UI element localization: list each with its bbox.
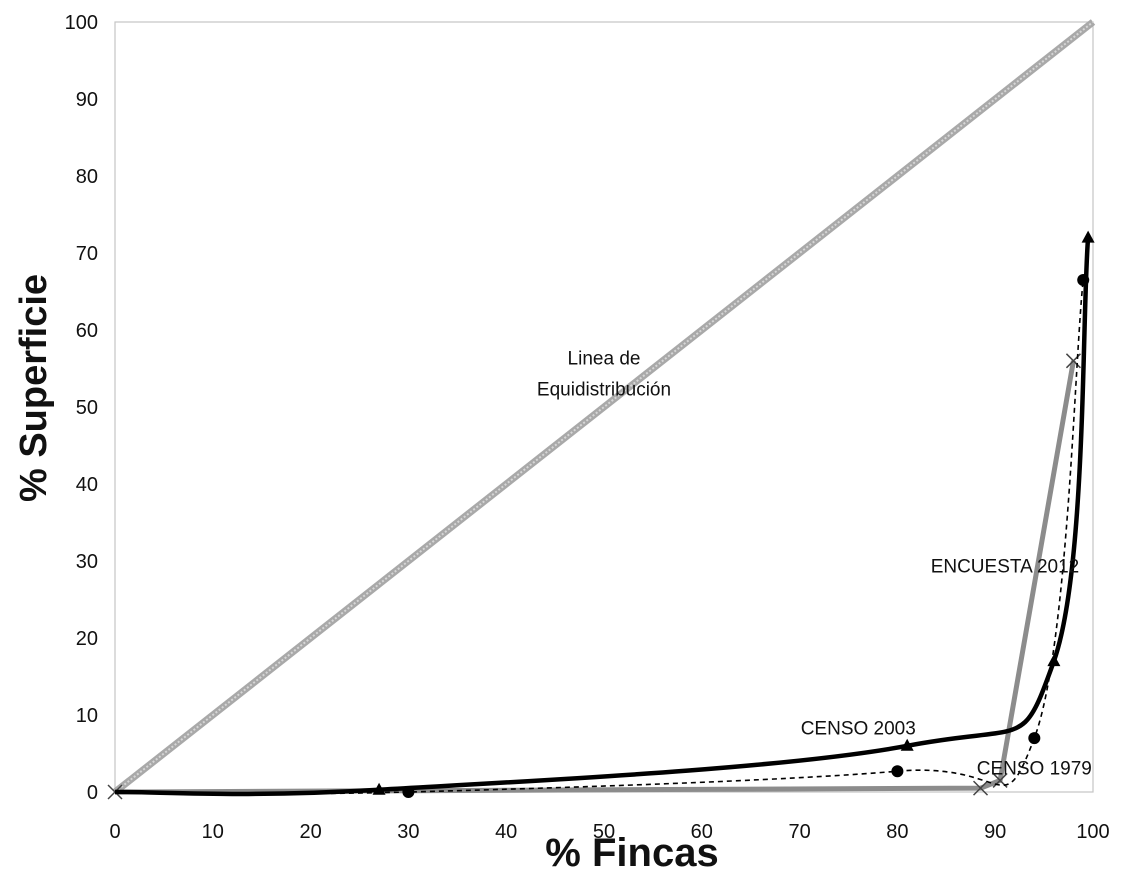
y-tick-label: 20 <box>76 628 98 650</box>
series-encuesta-2012 <box>107 353 1081 800</box>
circle-marker <box>891 765 904 778</box>
y-tick-label: 100 <box>65 12 98 34</box>
x-tick-label: 60 <box>691 821 713 843</box>
triangle-marker <box>900 738 914 751</box>
series-censo-1979 <box>114 273 1090 798</box>
chart-annotation: CENSO 2003 <box>801 718 916 739</box>
y-tick-label: 10 <box>76 705 98 727</box>
x-tick-label: 10 <box>202 821 224 843</box>
chart-annotation: Equidistribución <box>537 379 671 400</box>
y-axis-title: % Superficie <box>13 274 55 502</box>
encuesta-2012-line <box>114 360 1076 795</box>
cross-marker-stroke <box>972 780 989 796</box>
y-tick-labels: 0 10 20 30 40 50 60 70 80 90 100 <box>65 12 98 804</box>
chart-annotation: ENCUESTA 2012 <box>931 557 1080 578</box>
circle-marker <box>402 786 415 798</box>
y-tick-label: 30 <box>76 551 98 573</box>
x-tick-label: 50 <box>593 821 615 843</box>
triangle-marker <box>1047 654 1061 667</box>
chart-annotation: CENSO 1979 <box>977 758 1092 779</box>
circle-marker <box>1028 732 1041 745</box>
cross-marker-stroke <box>992 772 1008 788</box>
series-linea-de-equidistribuci-n <box>112 19 1096 795</box>
triangle-marker <box>372 782 386 795</box>
chart-annotation: Linea de <box>568 349 641 370</box>
x-tick-labels: 0 10 20 30 40 50 60 70 80 90 100 <box>109 821 1109 843</box>
y-tick-label: 0 <box>87 782 98 804</box>
y-tick-label: 40 <box>76 474 98 496</box>
x-tick-label: 100 <box>1076 821 1109 843</box>
x-tick-label: 40 <box>495 821 517 843</box>
censo-1979-line <box>114 279 1084 795</box>
series-layer <box>107 19 1096 800</box>
circle-marker <box>1077 273 1090 286</box>
equidistribution-line-texture <box>114 21 1094 793</box>
x-tick-label: 0 <box>109 821 120 843</box>
x-tick-label: 80 <box>886 821 908 843</box>
cross-marker <box>972 780 989 796</box>
x-tick-label: 30 <box>397 821 419 843</box>
triangle-marker <box>1081 230 1095 243</box>
y-tick-label: 90 <box>76 89 98 111</box>
x-tick-label: 70 <box>788 821 810 843</box>
x-axis-title: % Fincas <box>545 831 718 873</box>
x-tick-label: 90 <box>984 821 1006 843</box>
y-tick-label: 80 <box>76 166 98 188</box>
y-tick-label: 50 <box>76 397 98 419</box>
annotation-layer: Linea de Equidistribución ENCUESTA 2012 CEN… <box>537 349 1092 780</box>
y-tick-label: 70 <box>76 243 98 265</box>
x-tick-label: 20 <box>299 821 321 843</box>
y-tick-label: 60 <box>76 320 98 342</box>
